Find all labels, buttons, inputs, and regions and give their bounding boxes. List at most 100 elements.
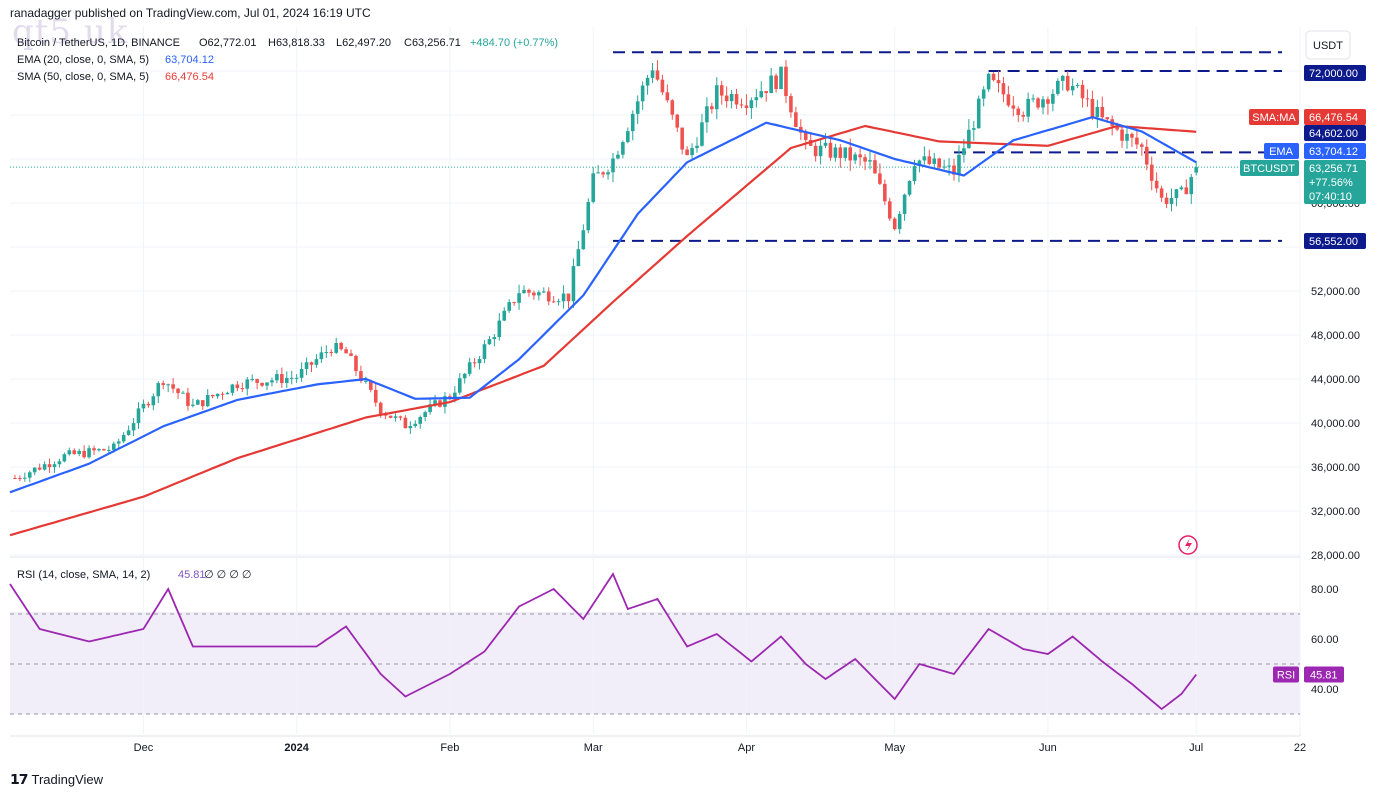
candle-body	[319, 352, 324, 360]
candle-body	[443, 396, 447, 407]
sma-tag-label-box	[1249, 109, 1299, 125]
candle-body	[250, 379, 254, 381]
candle-body	[260, 382, 264, 386]
candle-body	[789, 96, 793, 113]
sma-tag-value: 66,476.54	[1309, 112, 1358, 124]
candle-body	[275, 374, 279, 381]
candle-body	[1120, 129, 1124, 141]
candle-body	[883, 183, 887, 202]
level-tag-64602: 64,602.00	[1309, 128, 1358, 140]
candle-body	[833, 147, 838, 158]
candle-body	[507, 302, 511, 311]
candle-body	[591, 173, 596, 202]
candle-body	[191, 404, 195, 406]
candle-body	[566, 293, 571, 302]
candle-body	[462, 373, 467, 379]
candle-body	[863, 157, 867, 162]
candle-body	[1169, 198, 1174, 205]
sma-tag-label: SMA:MA	[1252, 112, 1296, 124]
candle-body	[339, 343, 343, 350]
candle-body	[186, 392, 190, 406]
candle-body	[1174, 189, 1179, 199]
candle-body	[947, 165, 951, 167]
candle-body	[976, 98, 981, 129]
ema-legend-value: 63,704.12	[165, 54, 214, 66]
candle-body	[1159, 188, 1164, 198]
candle-body	[1011, 105, 1016, 109]
candle-body	[650, 70, 655, 78]
candle-body	[902, 194, 907, 214]
candle-body	[398, 416, 403, 418]
candle-body	[334, 343, 339, 353]
level-tag-64602-box	[1304, 125, 1366, 141]
candle-body	[537, 292, 541, 296]
candle-body	[230, 384, 235, 393]
candle-body	[700, 122, 704, 146]
ema-tag-label-box	[1264, 143, 1299, 159]
currency-selector[interactable]	[1305, 30, 1351, 60]
candle-body	[843, 147, 848, 158]
candle-body	[551, 301, 556, 303]
candle-body	[280, 374, 284, 384]
candle-body	[695, 145, 699, 149]
candle-body	[156, 383, 161, 397]
candle-body	[546, 291, 551, 302]
candle-body	[289, 377, 294, 379]
candle-body	[858, 154, 862, 158]
candle-body	[383, 414, 388, 416]
candle-body	[957, 154, 961, 175]
support-resistance-levels	[10, 51, 1300, 242]
candle-body	[828, 142, 833, 158]
rsi-line	[9, 572, 1197, 711]
published-caption: ranadagger published on TradingView.com,…	[10, 6, 371, 20]
candle-body	[1021, 114, 1026, 117]
candle-body	[457, 378, 462, 393]
candle-body	[116, 441, 121, 444]
candle-body	[13, 478, 17, 479]
candle-body	[37, 467, 42, 470]
candle-body	[309, 362, 314, 365]
rsi-legend-label: RSI (14, close, SMA, 14, 2)	[17, 569, 150, 581]
candle-body	[1090, 99, 1095, 118]
candle-body	[724, 95, 729, 102]
lightning-icon[interactable]	[1178, 535, 1198, 555]
candle-body	[344, 349, 348, 354]
candle-body	[665, 92, 670, 101]
candle-body	[1026, 98, 1030, 117]
candle-body	[818, 145, 823, 157]
rsi-path	[9, 572, 1197, 711]
price-tick-label: 48,000.00	[1311, 330, 1360, 342]
price-tag-change: +77.56%	[1309, 177, 1353, 189]
candle-body	[1041, 99, 1045, 108]
candle-body	[487, 339, 492, 345]
candle-body	[121, 434, 126, 442]
candle-body	[1115, 125, 1119, 130]
candle-body	[32, 467, 37, 473]
candle-body	[1100, 106, 1105, 118]
candle-body	[932, 158, 937, 164]
candle-body	[47, 464, 52, 468]
candle-body	[408, 426, 413, 429]
ema-20-line	[9, 116, 1197, 494]
tradingview-logo[interactable]: 𝟭𝟳 TradingView	[10, 771, 103, 788]
rsi-tag-value: 45.81	[1310, 669, 1338, 681]
candle-body	[497, 320, 502, 338]
candle-body	[873, 160, 877, 174]
level-tag-56552: 56,552.00	[1309, 236, 1358, 248]
candle-body	[887, 201, 892, 219]
candle-body	[1006, 94, 1011, 106]
candle-body	[601, 172, 605, 175]
candle-body	[813, 145, 818, 157]
candle-body	[265, 382, 269, 386]
candle-body	[680, 127, 684, 150]
candle-body	[255, 379, 259, 383]
price-tick-label: 32,000.00	[1311, 506, 1360, 518]
candle-body	[764, 91, 769, 94]
candle-body	[166, 384, 170, 386]
candle-body	[161, 383, 166, 385]
candle-body	[299, 369, 304, 378]
candle-body	[541, 291, 546, 293]
candle-body	[1080, 84, 1085, 99]
candle-body	[23, 477, 27, 479]
